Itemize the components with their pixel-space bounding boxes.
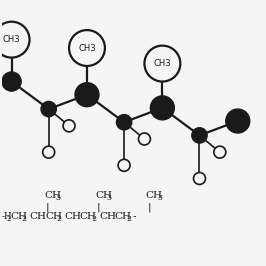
Text: CH: CH	[146, 191, 163, 200]
Text: 2: 2	[22, 215, 27, 223]
Circle shape	[2, 72, 21, 91]
Circle shape	[150, 96, 174, 120]
Text: CH3: CH3	[3, 35, 20, 44]
Text: 2: 2	[6, 215, 11, 223]
Text: 3: 3	[107, 194, 112, 202]
Text: CH: CH	[30, 212, 47, 221]
Circle shape	[138, 133, 150, 145]
Text: 2: 2	[91, 215, 96, 223]
Circle shape	[69, 30, 105, 66]
Circle shape	[75, 83, 99, 107]
Text: |: |	[45, 202, 49, 212]
Text: -: -	[132, 212, 136, 221]
Circle shape	[0, 22, 30, 58]
Text: CH: CH	[44, 191, 61, 200]
Text: 2: 2	[57, 215, 62, 223]
Circle shape	[118, 159, 130, 171]
Text: CH: CH	[10, 212, 27, 221]
Text: 3: 3	[55, 194, 60, 202]
Text: CH: CH	[64, 212, 81, 221]
Text: |: |	[147, 202, 151, 212]
Text: CH3: CH3	[153, 59, 171, 68]
Text: |: |	[97, 202, 101, 212]
Text: CH: CH	[45, 212, 62, 221]
Circle shape	[226, 109, 250, 133]
Text: CH3: CH3	[78, 44, 96, 52]
Text: CH: CH	[95, 191, 112, 200]
Text: CH: CH	[99, 212, 116, 221]
Circle shape	[193, 172, 205, 184]
Text: 3: 3	[157, 194, 162, 202]
Circle shape	[144, 46, 180, 82]
Circle shape	[117, 115, 132, 130]
Text: CH: CH	[80, 212, 97, 221]
Circle shape	[43, 146, 55, 158]
Text: -H: -H	[2, 212, 13, 221]
Circle shape	[214, 146, 226, 158]
Text: CH: CH	[114, 212, 131, 221]
Circle shape	[41, 101, 56, 117]
Text: 2: 2	[126, 215, 131, 223]
Circle shape	[192, 128, 207, 143]
Circle shape	[63, 120, 75, 132]
